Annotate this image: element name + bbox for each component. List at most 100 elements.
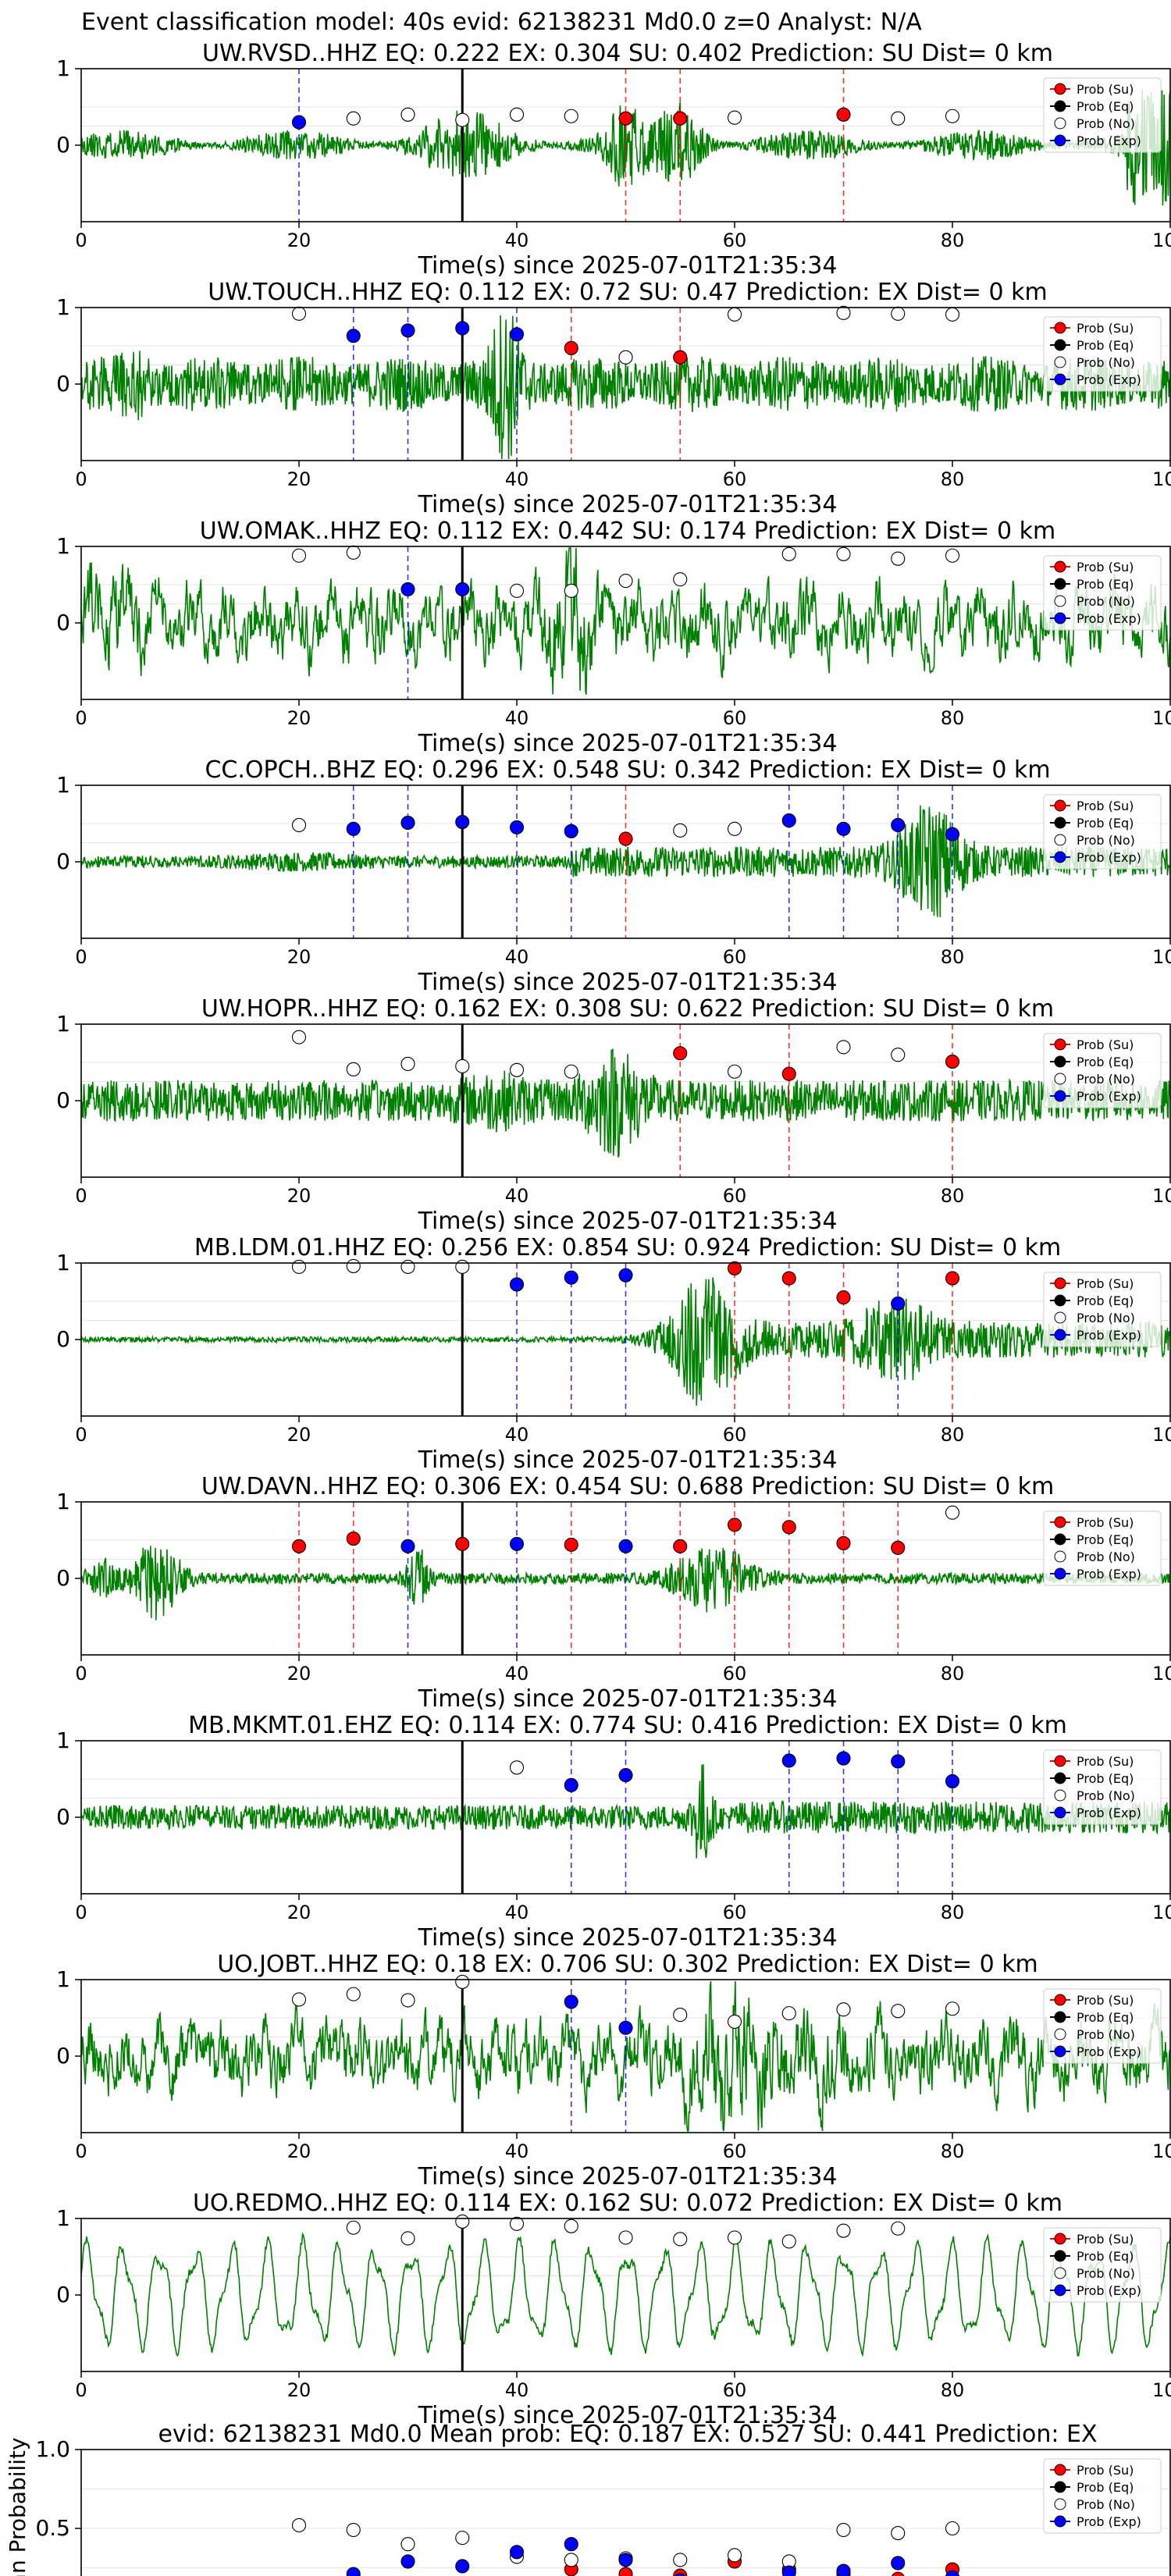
data-point-exp <box>400 323 415 338</box>
legend-label: Prob (No) <box>1077 1788 1135 1803</box>
x-tick-label: 20 <box>287 946 311 968</box>
data-point-no <box>455 2531 470 2546</box>
x-tick-label: 60 <box>723 946 747 968</box>
data-point-exp <box>455 2559 470 2574</box>
x-tick-label: 80 <box>941 1185 965 1207</box>
legend-marker-su <box>1054 83 1066 95</box>
data-point-exp <box>509 327 525 342</box>
x-tick-label: 80 <box>941 229 965 251</box>
legend-marker-exp <box>1054 851 1066 863</box>
legend-marker-exp <box>1054 373 1066 386</box>
data-point-exp <box>891 1754 906 1769</box>
x-tick-label: 100 <box>1152 1902 1171 1923</box>
y-tick-label: 0 <box>56 1326 70 1352</box>
legend-label: Prob (Eq) <box>1077 1532 1134 1547</box>
x-axis-label: Time(s) since 2025-07-01T21:35:34 <box>418 730 838 757</box>
x-tick-label: 100 <box>1152 707 1171 729</box>
data-point-su <box>673 1046 688 1061</box>
legend-marker-exp <box>1054 1567 1066 1580</box>
x-tick-label: 80 <box>941 1902 965 1923</box>
legend-marker-eq <box>1054 578 1066 590</box>
legend-marker-su <box>1054 2464 1066 2476</box>
legend-marker-exp <box>1054 2515 1066 2528</box>
legend-frame <box>1043 794 1162 870</box>
legend-label: Prob (Eq) <box>1077 1771 1134 1786</box>
panel-legend: Prob (Su) Prob (Eq) Prob (No) Prob (Exp) <box>1043 1510 1162 1586</box>
legend-label: Prob (No) <box>1077 594 1135 609</box>
x-tick-label: 100 <box>1152 1424 1171 1446</box>
x-tick-label: 40 <box>505 229 529 251</box>
waveform-trace <box>80 1048 1171 1158</box>
panel-uw-davn--hhz: UW.DAVN..HHZ EQ: 0.306 EX: 0.454 SU: 0.6… <box>56 1473 1171 1713</box>
data-point-no <box>455 1259 470 1274</box>
x-axis-label: Time(s) since 2025-07-01T21:35:34 <box>418 1924 838 1952</box>
x-tick-label: 100 <box>1152 2140 1171 2162</box>
legend-label: Prob (Su) <box>1077 560 1134 575</box>
data-point-exp <box>674 2573 686 2576</box>
y-tick-label: 0.5 <box>35 2515 70 2541</box>
figure-suptitle: Event classification model: 40s evid: 62… <box>81 9 922 36</box>
legend-label: Prob (Su) <box>1077 799 1134 813</box>
panel-cc-opch--bhz: CC.OPCH..BHZ EQ: 0.296 EX: 0.548 SU: 0.3… <box>56 756 1171 996</box>
panel-legend: Prob (Su) Prob (Eq) Prob (No) Prob (Exp) <box>1043 2227 1162 2303</box>
data-point-exp <box>509 820 525 834</box>
data-point-su <box>836 1290 851 1305</box>
data-point-exp <box>509 1277 525 1292</box>
data-point-su <box>727 1517 742 1532</box>
panel-title: CC.OPCH..BHZ EQ: 0.296 EX: 0.548 SU: 0.3… <box>205 756 1050 784</box>
x-tick-label: 60 <box>723 2379 747 2401</box>
data-point-no <box>891 306 906 321</box>
data-point-su <box>291 1539 307 1553</box>
legend-marker-eq <box>1054 1055 1066 1068</box>
data-point-no <box>346 2522 361 2538</box>
panel-title: UW.OMAK..HHZ EQ: 0.112 EX: 0.442 SU: 0.1… <box>200 518 1055 545</box>
legend-label: Prob (Eq) <box>1077 1293 1134 1308</box>
legend-frame <box>1043 1033 1162 1108</box>
legend-label: Prob (Exp) <box>1077 1806 1141 1820</box>
data-point-exp <box>346 2567 361 2576</box>
y-tick-label: 0 <box>56 1087 70 1113</box>
data-point-no <box>564 2553 578 2567</box>
panel-legend: Prob (Su) Prob (Eq) Prob (No) Prob (Exp) <box>1043 794 1162 870</box>
x-tick-label: 60 <box>723 1185 747 1207</box>
data-point-su <box>618 831 633 846</box>
data-point-no <box>291 548 307 563</box>
panel-uo-redmo--hhz: UO.REDMO..HHZ EQ: 0.114 EX: 0.162 SU: 0.… <box>56 2190 1171 2429</box>
panel-legend: Prob (Su) Prob (Eq) Prob (No) Prob (Exp) <box>1043 1272 1162 1347</box>
legend-frame <box>1043 555 1162 631</box>
legend-marker-eq <box>1054 2481 1066 2493</box>
legend-marker-su <box>1054 322 1066 334</box>
y-tick-label: 0 <box>56 1565 70 1591</box>
legend-marker-no <box>1054 595 1066 607</box>
legend-marker-su <box>1054 1755 1066 1767</box>
data-point-su <box>673 1539 688 1553</box>
panel-legend: Prob (Su) Prob (Eq) Prob (No) Prob (Exp) <box>1043 77 1162 153</box>
data-point-no <box>945 1505 960 1520</box>
data-point-no <box>891 2526 906 2541</box>
legend-label: Prob (Eq) <box>1077 2010 1134 2025</box>
legend-marker-no <box>1054 117 1066 130</box>
y-tick-label: 1 <box>56 1250 70 1276</box>
x-tick-label: 80 <box>941 707 965 729</box>
legend-marker-su <box>1054 1516 1066 1528</box>
data-point-exp <box>455 582 470 596</box>
data-point-exp <box>781 2565 796 2576</box>
legend-label: Prob (Su) <box>1077 1276 1134 1291</box>
legend-label: Prob (Exp) <box>1077 611 1141 626</box>
x-tick-label: 20 <box>287 468 311 490</box>
x-axis-label: Time(s) since 2025-07-01T21:35:34 <box>418 252 838 279</box>
legend-marker-no <box>1054 2028 1066 2041</box>
data-point-exp <box>564 1994 578 2009</box>
data-point-su <box>836 107 851 122</box>
legend-label: Prob (Exp) <box>1077 372 1141 387</box>
legend-label: Prob (Exp) <box>1077 133 1141 148</box>
legend-marker-eq <box>1054 2011 1066 2023</box>
waveform-trace <box>80 1277 1171 1406</box>
x-axis-label: Time(s) since 2025-07-01T21:35:34 <box>418 2402 838 2429</box>
panel-title: UW.RVSD..HHZ EQ: 0.222 EX: 0.304 SU: 0.4… <box>202 40 1053 67</box>
x-tick-label: 100 <box>1152 1663 1171 1685</box>
data-point-no <box>564 583 578 598</box>
legend-label: Prob (Su) <box>1077 1993 1134 2008</box>
